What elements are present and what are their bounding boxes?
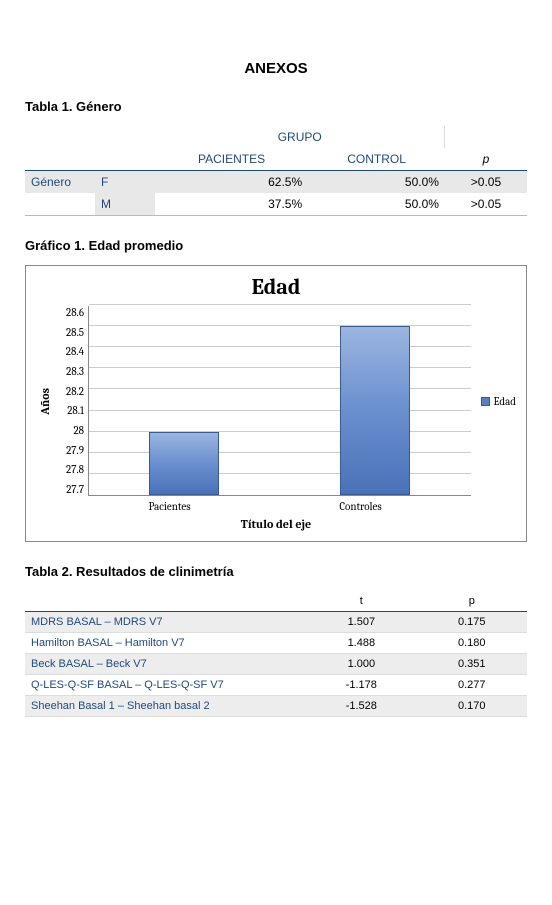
chart-x-label: Título del eje — [36, 517, 516, 531]
page-title: ANEXOS — [25, 60, 527, 77]
tabla2-t: 1.000 — [306, 654, 416, 675]
tabla2-col-p: p — [417, 591, 527, 612]
legend-swatch — [481, 397, 490, 406]
tabla1-f-ctrl: 50.0% — [308, 171, 445, 194]
gridline — [89, 304, 471, 305]
ytick: 27.8 — [54, 463, 84, 476]
tabla1-group-header: GRUPO — [155, 126, 445, 148]
tabla1-f-pac: 62.5% — [155, 171, 308, 194]
gridline — [89, 452, 471, 453]
ytick: 28.4 — [54, 345, 84, 358]
tabla1-f-p: >0.05 — [445, 171, 527, 194]
chart-title: Edad — [36, 274, 516, 300]
tabla2-label: MDRS BASAL – MDRS V7 — [25, 612, 306, 633]
ytick: 28.2 — [54, 385, 84, 398]
tabla1-cat-f: F — [95, 171, 155, 194]
table-row: Beck BASAL – Beck V71.0000.351 — [25, 654, 527, 675]
chart-y-ticks: 28.6 28.5 28.4 28.3 28.2 28.1 28 27.9 27… — [54, 306, 88, 496]
ytick: 28.5 — [54, 326, 84, 339]
gridline — [89, 346, 471, 347]
tabla1-title: Tabla 1. Género — [25, 99, 527, 114]
xtick: Pacientes — [74, 500, 265, 513]
chart-bar — [149, 432, 219, 495]
legend-label: Edad — [494, 395, 517, 408]
ytick: 28 — [54, 424, 84, 437]
gridline — [89, 388, 471, 389]
tabla2-label: Q-LES-Q-SF BASAL – Q-LES-Q-SF V7 — [25, 675, 306, 696]
table-row: Q-LES-Q-SF BASAL – Q-LES-Q-SF V7-1.1780.… — [25, 675, 527, 696]
tabla2-t: -1.528 — [306, 696, 416, 717]
gridline — [89, 431, 471, 432]
tabla1-m-ctrl: 50.0% — [308, 193, 445, 216]
tabla1-rowlabel: Género — [25, 171, 95, 194]
tabla2-p: 0.170 — [417, 696, 527, 717]
chart-legend: Edad — [471, 395, 517, 408]
ytick: 28.6 — [54, 306, 84, 319]
tabla2-p: 0.175 — [417, 612, 527, 633]
chart-container: Edad Años 28.6 28.5 28.4 28.3 28.2 28.1 … — [25, 265, 527, 542]
tabla1-col-control: CONTROL — [308, 148, 445, 171]
grafico1-title: Gráfico 1. Edad promedio — [25, 238, 527, 253]
gridline — [89, 473, 471, 474]
tabla2-p: 0.180 — [417, 633, 527, 654]
tabla2-t: 1.488 — [306, 633, 416, 654]
tabla2-col-t: t — [306, 591, 416, 612]
gridline — [89, 410, 471, 411]
table-row: M 37.5% 50.0% >0.05 — [25, 193, 527, 216]
gridline — [89, 325, 471, 326]
table-row: Género F 62.5% 50.0% >0.05 — [25, 171, 527, 194]
ytick: 28.1 — [54, 404, 84, 417]
tabla1-col-pacientes: PACIENTES — [155, 148, 308, 171]
tabla2-p: 0.277 — [417, 675, 527, 696]
ytick: 27.7 — [54, 483, 84, 496]
table-row: MDRS BASAL – MDRS V71.5070.175 — [25, 612, 527, 633]
table-row: Hamilton BASAL – Hamilton V71.4880.180 — [25, 633, 527, 654]
xtick: Controles — [265, 500, 456, 513]
tabla2-p: 0.351 — [417, 654, 527, 675]
tabla2: t p MDRS BASAL – MDRS V71.5070.175Hamilt… — [25, 591, 527, 717]
ytick: 28.3 — [54, 365, 84, 378]
table-row: Sheehan Basal 1 – Sheehan basal 2-1.5280… — [25, 696, 527, 717]
tabla1-m-p: >0.05 — [445, 193, 527, 216]
tabla2-label: Beck BASAL – Beck V7 — [25, 654, 306, 675]
tabla2-title: Tabla 2. Resultados de clinimetría — [25, 564, 527, 579]
chart-bar — [340, 326, 410, 495]
tabla2-t: -1.178 — [306, 675, 416, 696]
tabla1-m-pac: 37.5% — [155, 193, 308, 216]
tabla1-cat-m: M — [95, 193, 155, 216]
tabla1: GRUPO PACIENTES CONTROL p Género F 62.5%… — [25, 126, 527, 216]
gridline — [89, 367, 471, 368]
tabla2-label: Sheehan Basal 1 – Sheehan basal 2 — [25, 696, 306, 717]
tabla2-label: Hamilton BASAL – Hamilton V7 — [25, 633, 306, 654]
chart-x-ticks: Pacientes Controles — [74, 500, 516, 513]
chart-y-label: Años — [36, 388, 54, 415]
chart-plot — [88, 306, 471, 496]
tabla1-col-p: p — [445, 148, 527, 171]
ytick: 27.9 — [54, 444, 84, 457]
tabla2-t: 1.507 — [306, 612, 416, 633]
